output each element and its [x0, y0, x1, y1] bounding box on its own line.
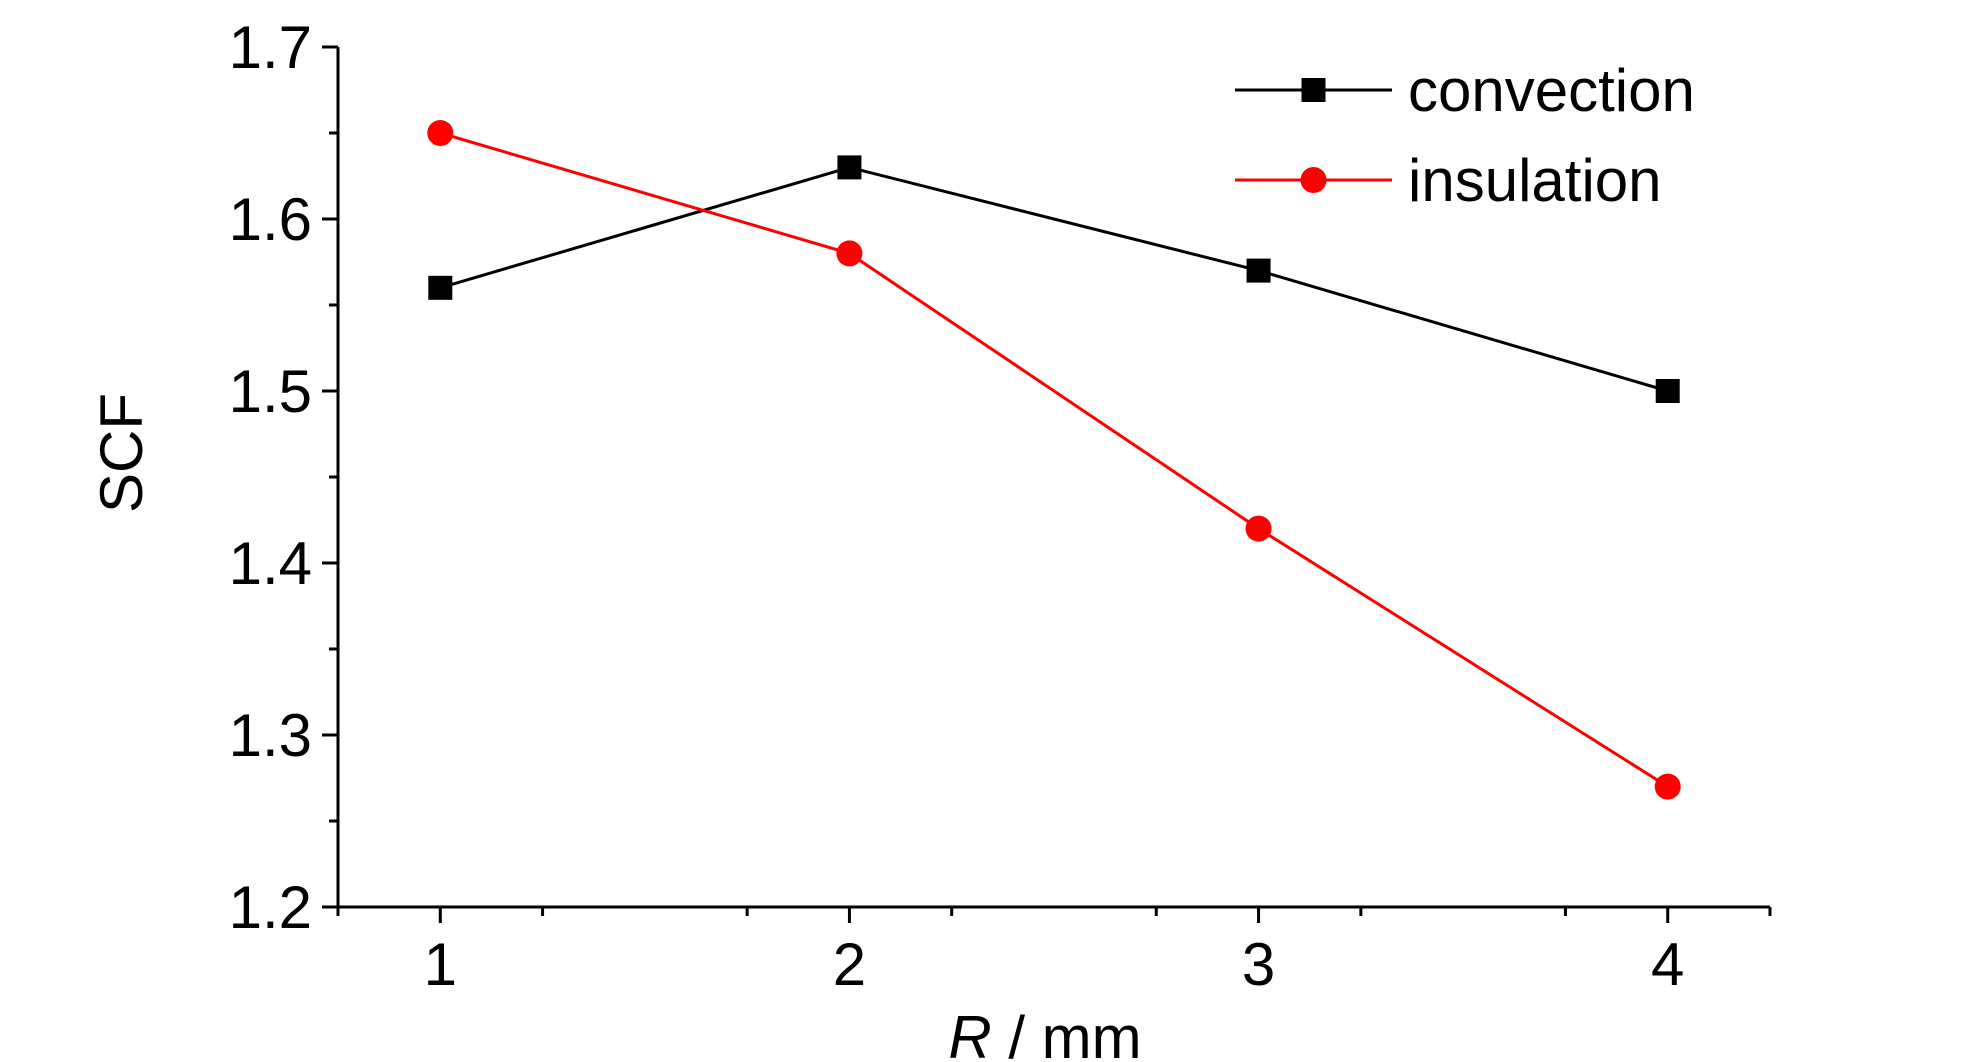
data-point-insulation	[836, 240, 863, 267]
y-axis-title: SCF	[88, 393, 155, 513]
series	[427, 120, 1681, 800]
legend-marker	[1300, 167, 1327, 193]
x-axis-variable: R	[948, 1004, 991, 1062]
y-tick-label: 1.5	[229, 358, 312, 425]
data-point-convection	[837, 155, 862, 180]
legend-label: convection	[1408, 57, 1695, 124]
series-line-insulation	[439, 131, 1669, 788]
data-point-insulation	[1245, 515, 1272, 542]
y-tick-label: 1.4	[229, 530, 312, 597]
legend-entry-convection: convection	[1235, 57, 1695, 124]
y-tick-label: 1.6	[229, 186, 312, 253]
series-line-convection	[439, 165, 1669, 393]
legend-label: insulation	[1408, 147, 1662, 214]
legend: convection insulation	[1235, 57, 1695, 214]
series-convection	[428, 155, 1680, 403]
data-point-insulation	[1654, 773, 1681, 800]
x-tick-label: 3	[1242, 931, 1275, 998]
data-point-convection	[1655, 379, 1680, 403]
ticks: 1.2 1.3 1.4 1.5 1.6 1.7 1 2 3 4	[229, 14, 1772, 998]
y-tick-label: 1.7	[229, 14, 312, 81]
x-tick-label: 4	[1651, 931, 1684, 998]
legend-marker	[1301, 78, 1326, 102]
x-tick-label: 2	[833, 931, 866, 998]
legend-entry-insulation: insulation	[1235, 147, 1662, 214]
series-insulation	[427, 120, 1681, 800]
y-tick-label: 1.2	[229, 874, 312, 941]
x-tick-label: 1	[424, 931, 457, 998]
data-point-convection	[428, 275, 453, 300]
x-axis-unit: / mm	[992, 1004, 1142, 1062]
x-axis-title: R / mm	[948, 1004, 1141, 1062]
y-tick-label: 1.3	[229, 702, 312, 769]
data-point-insulation	[427, 120, 454, 146]
data-point-convection	[1246, 258, 1271, 283]
